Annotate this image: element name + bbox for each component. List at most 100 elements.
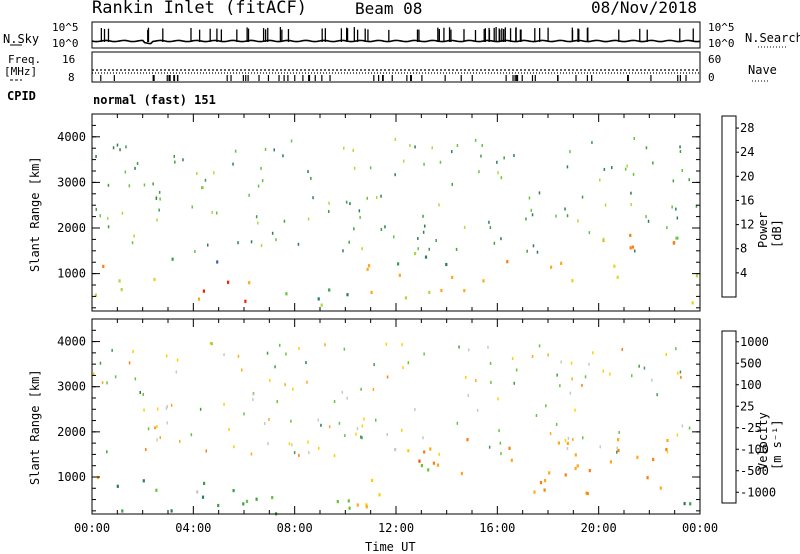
velocity-cell xyxy=(490,380,492,384)
power-cell xyxy=(119,148,121,152)
velocity-cell xyxy=(121,509,124,513)
velocity-cell xyxy=(159,436,161,440)
power-cell xyxy=(480,154,482,158)
power-cell xyxy=(451,182,453,186)
nsearch-bottom-tick: 10^0 xyxy=(708,37,735,50)
power-cell xyxy=(676,216,679,220)
x-axis-label: Time UT xyxy=(365,540,416,554)
velocity-cell xyxy=(375,418,377,422)
velocity-cell xyxy=(305,361,307,365)
velocity-cell xyxy=(336,500,339,504)
freq-label-line1: Freq. xyxy=(8,53,42,66)
colorbar-tick-label: 20 xyxy=(740,169,754,183)
power-cell xyxy=(555,214,557,218)
power-cell xyxy=(506,260,509,264)
velocity-cell xyxy=(574,453,577,457)
power-cell xyxy=(531,213,534,217)
velocity-cell xyxy=(344,434,346,438)
velocity-cell xyxy=(142,479,145,483)
power-cell xyxy=(248,281,251,285)
power-cell xyxy=(393,235,395,239)
colorbar-tick-label: 24 xyxy=(740,145,754,159)
velocity-cell xyxy=(268,418,270,421)
power-cell xyxy=(380,194,382,198)
power-cell xyxy=(631,245,635,249)
velocity-cell xyxy=(547,353,549,357)
velocity-cell xyxy=(307,440,309,444)
power-cell xyxy=(530,208,532,212)
power-cell xyxy=(173,154,175,158)
velocity-cell xyxy=(592,351,594,355)
power-cell xyxy=(290,139,293,143)
velocity-cell xyxy=(306,380,308,384)
power-cell xyxy=(196,172,198,175)
velocity-cell xyxy=(245,499,249,503)
velocity-cell xyxy=(467,394,469,397)
velocity-cell xyxy=(432,461,435,465)
power-cell xyxy=(532,244,535,248)
power-cell xyxy=(328,210,330,213)
power-cell xyxy=(232,162,234,166)
power-cell xyxy=(297,242,300,246)
power-cell xyxy=(566,214,569,218)
power-cell xyxy=(463,225,466,229)
velocity-cell xyxy=(365,505,368,509)
colorbar-tick-label: 100 xyxy=(740,378,762,392)
velocity-cell xyxy=(255,497,258,501)
power-cell xyxy=(513,154,515,158)
velocity-cell xyxy=(402,366,404,370)
velocity-cell xyxy=(681,424,684,428)
velocity-cell xyxy=(333,454,336,458)
velocity-cell xyxy=(233,445,235,449)
velocity-cell xyxy=(179,439,181,443)
power-cell xyxy=(211,211,213,214)
velocity-cell xyxy=(538,344,541,348)
power-cell xyxy=(260,166,262,170)
power-panel-frame xyxy=(91,113,701,312)
velocity-cell xyxy=(564,438,567,442)
power-cell xyxy=(348,240,350,244)
velocity-cell xyxy=(348,506,351,510)
x-tick-label: 00:00 xyxy=(682,521,718,535)
velocity-cell xyxy=(143,408,145,412)
power-cell xyxy=(626,164,628,168)
power-cell xyxy=(560,261,563,265)
velocity-cell xyxy=(585,491,588,495)
velocity-cell xyxy=(175,370,178,374)
velocity-cell xyxy=(111,348,113,352)
power-cell xyxy=(248,193,250,197)
velocity-cell xyxy=(656,393,658,397)
velocity-cell xyxy=(205,449,207,453)
velocity-cell xyxy=(460,471,463,476)
velocity-cell xyxy=(616,446,618,450)
velocity-cell xyxy=(456,421,459,425)
velocity-cell xyxy=(394,448,397,452)
velocity-cell xyxy=(559,384,561,388)
power-cell xyxy=(361,247,363,251)
power-cell xyxy=(310,176,312,180)
velocity-cell xyxy=(298,347,300,350)
velocity-cell xyxy=(128,361,131,365)
velocity-cell xyxy=(564,473,567,477)
velocity-cell xyxy=(510,458,513,462)
power-cell xyxy=(216,211,218,215)
power-cell xyxy=(431,146,433,150)
power-cell xyxy=(124,170,127,174)
velocity-cell xyxy=(576,464,579,468)
colorbar-tick-label: -25 xyxy=(740,421,762,435)
power-cell xyxy=(451,150,453,154)
velocity-cell xyxy=(497,397,499,401)
power-cell xyxy=(500,237,502,241)
power-cell xyxy=(307,217,310,221)
velocity-panel-frame xyxy=(91,318,701,515)
power-cell xyxy=(156,218,158,222)
velocity-cell xyxy=(665,353,667,356)
power-cell xyxy=(227,280,230,284)
velocity-cell xyxy=(535,414,538,417)
velocity-cell xyxy=(566,447,569,451)
power-cell xyxy=(121,211,124,215)
velocity-cell xyxy=(196,490,199,494)
velocity-cell xyxy=(508,446,511,450)
velocity-cell xyxy=(346,396,348,400)
